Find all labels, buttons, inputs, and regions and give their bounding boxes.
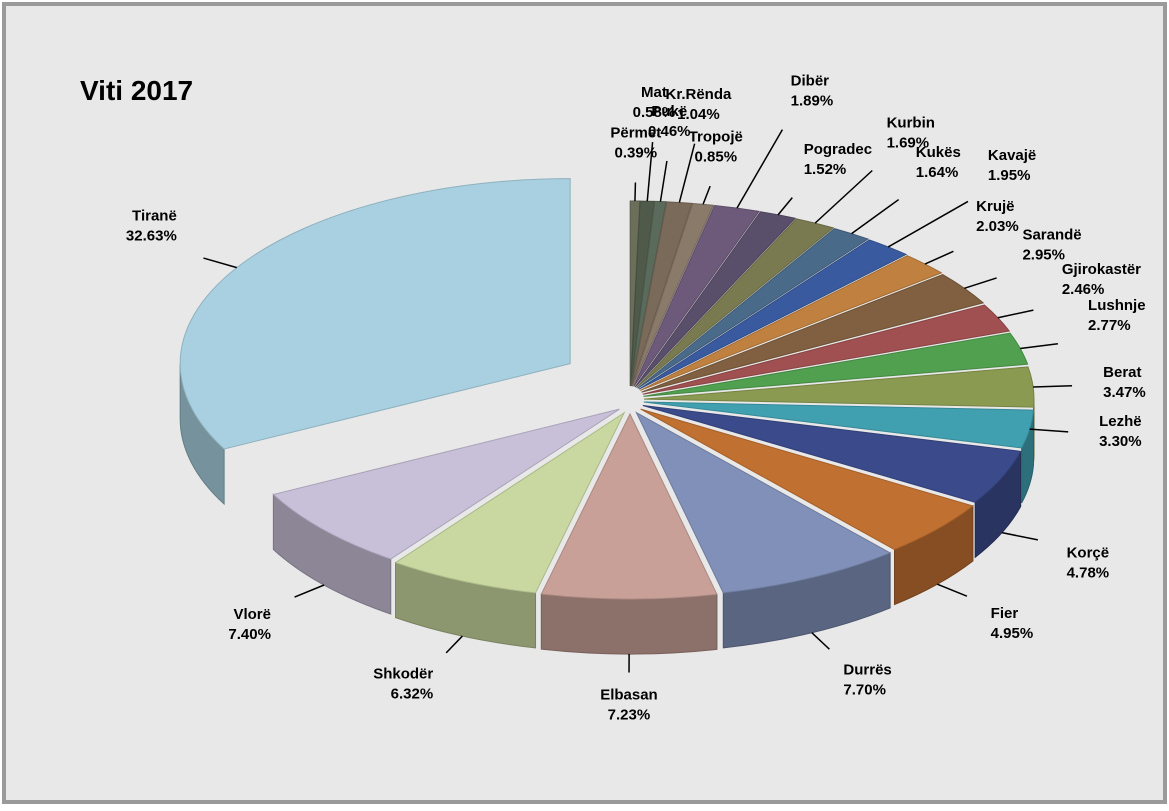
value-label: 3.47% <box>1103 384 1146 401</box>
value-label: 32.63% <box>126 227 177 244</box>
category-label: Mat <box>641 84 667 101</box>
category-label: Pogradec <box>804 141 872 158</box>
category-label: Kr.Rënda <box>666 86 733 103</box>
category-label: Vlorë <box>233 606 271 623</box>
value-label: 2.77% <box>1088 317 1131 334</box>
category-label: Korçë <box>1067 545 1110 562</box>
value-label: 1.52% <box>804 161 847 178</box>
category-label: Kavajë <box>988 147 1036 164</box>
slice-side <box>541 594 717 654</box>
value-label: 2.95% <box>1022 247 1065 264</box>
category-label: Lezhë <box>1099 413 1142 430</box>
value-label: 2.03% <box>976 218 1019 235</box>
value-label: 3.30% <box>1099 433 1142 450</box>
value-label: 4.78% <box>1067 565 1110 582</box>
category-label: Berat <box>1103 364 1141 381</box>
category-label: Durrës <box>843 661 891 678</box>
value-label: 0.85% <box>695 149 738 166</box>
category-label: Kurbin <box>887 114 935 131</box>
category-label: Krujë <box>976 198 1014 215</box>
value-label: 7.40% <box>228 626 271 643</box>
category-label: Tropojë <box>689 129 743 146</box>
value-label: 1.95% <box>988 167 1031 184</box>
value-label: 7.23% <box>608 706 651 723</box>
value-label: 7.70% <box>843 681 886 698</box>
value-label: 0.46% <box>648 123 691 140</box>
category-label: Elbasan <box>600 686 658 703</box>
category-label: Fier <box>991 605 1019 622</box>
category-label: Shkodër <box>373 665 433 682</box>
value-label: 1.04% <box>677 106 720 123</box>
value-label: 4.95% <box>991 625 1034 642</box>
value-label: 1.89% <box>791 92 834 109</box>
value-label: 2.46% <box>1062 281 1105 298</box>
value-label: 1.64% <box>916 164 959 181</box>
category-label: Dibër <box>791 72 830 89</box>
category-label: Kukës <box>916 144 961 161</box>
chart-title: Viti 2017 <box>80 75 193 106</box>
value-label: 6.32% <box>391 685 434 702</box>
category-label: Lushnje <box>1088 297 1146 314</box>
category-label: Tiranë <box>132 207 177 224</box>
category-label: Sarandë <box>1022 227 1081 244</box>
category-label: Gjirokastër <box>1062 261 1141 278</box>
